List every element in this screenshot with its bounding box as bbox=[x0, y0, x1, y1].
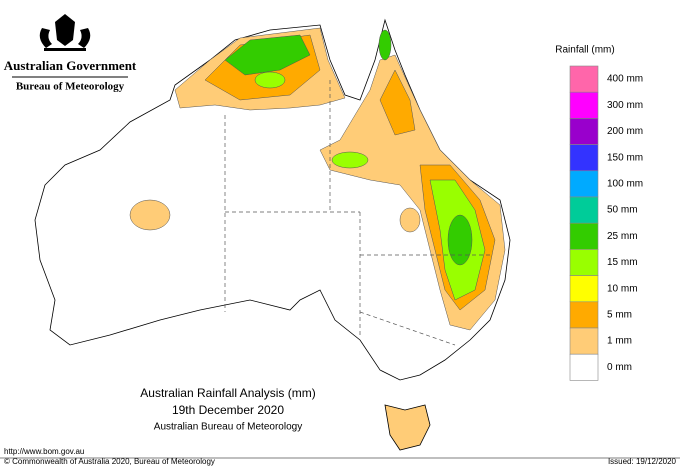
map-source: Australian Bureau of Meteorology bbox=[154, 422, 302, 433]
legend-label: 15 mm bbox=[607, 257, 638, 268]
legend-label: 5 mm bbox=[607, 310, 632, 321]
legend-label: 1 mm bbox=[607, 336, 632, 347]
map-date: 19th December 2020 bbox=[172, 403, 284, 417]
legend: 400 mm 300 mm 200 mm 150 mm 100 mm 50 mm 25 mm… bbox=[569, 65, 643, 381]
legend-swatch bbox=[569, 144, 599, 172]
legend-swatch bbox=[569, 170, 599, 198]
legend-swatch bbox=[569, 327, 599, 355]
legend-swatch bbox=[569, 301, 599, 329]
footer-url: http://www.bom.gov.au bbox=[4, 447, 84, 456]
legend-swatch bbox=[569, 249, 599, 276]
legend-label: 100 mm bbox=[607, 179, 643, 190]
legend-label: 50 mm bbox=[607, 205, 638, 216]
legend-swatch bbox=[569, 118, 599, 145]
legend-label: 10 mm bbox=[607, 283, 638, 294]
legend-label: 400 mm bbox=[607, 74, 643, 85]
rainfall-areas bbox=[129, 27, 506, 331]
map-title: Australian Rainfall Analysis (mm) bbox=[140, 386, 315, 400]
coat-of-arms bbox=[39, 14, 91, 51]
legend-title: Rainfall (mm) bbox=[555, 45, 614, 56]
legend-label: 25 mm bbox=[607, 231, 638, 242]
footer-copyright: © Commonwealth of Australia 2020, Bureau… bbox=[4, 457, 215, 466]
agency-name: Bureau of Meteorology bbox=[16, 81, 125, 93]
state-borders bbox=[224, 80, 492, 346]
legend-swatch bbox=[569, 353, 599, 381]
legend-swatch bbox=[569, 196, 599, 224]
legend-swatch bbox=[569, 275, 599, 303]
legend-swatch bbox=[569, 222, 599, 250]
legend-label: 200 mm bbox=[607, 126, 643, 137]
legend-label: 300 mm bbox=[607, 100, 643, 111]
footer-issued: Issued: 19/12/2020 bbox=[608, 457, 677, 466]
legend-swatch bbox=[569, 91, 599, 119]
tasmania bbox=[384, 404, 431, 451]
legend-label: 150 mm bbox=[607, 152, 643, 163]
legend-label: 0 mm bbox=[607, 362, 632, 373]
legend-swatch bbox=[569, 65, 599, 93]
government-name: Australian Government bbox=[4, 58, 137, 73]
